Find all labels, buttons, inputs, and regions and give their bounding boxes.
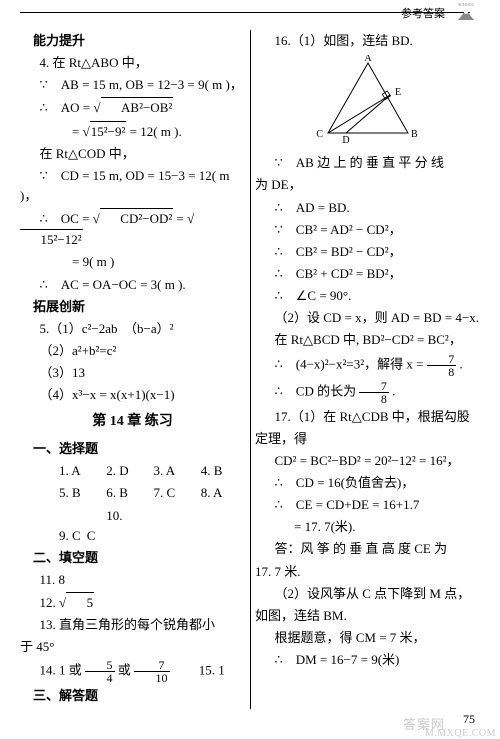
text-line: 如图，连结 BM. bbox=[255, 605, 480, 627]
inline-text: = 12( m ). bbox=[126, 124, 181, 139]
text-line: = 9( m ) bbox=[20, 251, 245, 273]
text-line: 于 45° bbox=[20, 636, 245, 658]
radicand: CD²−OD² bbox=[100, 208, 173, 229]
text-line: （2）a²+b²=c² bbox=[20, 340, 245, 362]
text-line: ∴ (4−x)²−x²=3²，解得 x = 78 . bbox=[255, 352, 480, 379]
text-line: 17. 7 米. bbox=[255, 561, 480, 583]
text-line: ∴ CB² = BD² − CD²， bbox=[255, 241, 480, 263]
text-line: 答：风 筝 的 垂 直 高 度 CE 为 bbox=[255, 538, 480, 560]
text-line: 定理，得 bbox=[255, 428, 480, 450]
text-line: （2）设 CD = x，则 AD = BD = 4−x. bbox=[255, 307, 480, 329]
text-line: ∴ OC = √CD²−OD² = √ 15²−12² bbox=[20, 207, 245, 251]
text-line: 13. 直角三角形的每个锐角都小 bbox=[20, 614, 245, 636]
choice-row: 9. C 10. C bbox=[20, 505, 245, 547]
svg-text:B: B bbox=[411, 129, 418, 140]
text-line: 16.（1）如图，连结 BD. bbox=[255, 30, 480, 52]
section-heading: 一、选择题 bbox=[20, 438, 245, 460]
choice-row: 5. B 6. B 7. C 8. A bbox=[20, 482, 245, 504]
fraction: 78 bbox=[359, 380, 389, 405]
text-line: （3）13 bbox=[20, 362, 245, 384]
choice: 2. D bbox=[87, 461, 131, 481]
inline-text: = √ bbox=[173, 211, 194, 226]
radicand: AB²−OB² bbox=[101, 97, 174, 118]
svg-text:A: A bbox=[364, 55, 372, 64]
text-line: ∴ DM = 16−7 = 9(米) bbox=[255, 649, 480, 671]
watermark: M.MXQE.COM bbox=[425, 728, 496, 739]
text-line: ∵ CB² = AD² − CD²， bbox=[255, 219, 480, 241]
choice: 1. A bbox=[40, 461, 84, 481]
text-line: 12. √5 bbox=[20, 591, 245, 614]
page-number: 75 bbox=[463, 712, 475, 727]
inline-text: 或 bbox=[118, 663, 131, 678]
text-line: ∴ AO = √AB²−OB² bbox=[20, 96, 245, 119]
choice: 7. C bbox=[134, 483, 178, 503]
choice: 10. C bbox=[87, 506, 131, 546]
triangle-diagram: A B C D E bbox=[255, 54, 480, 152]
text-line: 17.（1）在 Rt△CDB 中，根据勾股 bbox=[255, 406, 480, 428]
svg-text:E: E bbox=[395, 87, 401, 98]
inline-text: 12. √ bbox=[40, 595, 67, 610]
choice: 5. B bbox=[40, 483, 84, 503]
text-line: 在 Rt△BCD 中, BD²−CD² = BC²， bbox=[255, 329, 480, 351]
svg-text:D: D bbox=[342, 135, 349, 145]
text-line: 11. 8 bbox=[20, 569, 245, 591]
fraction: 54 bbox=[85, 659, 115, 684]
inline-text: . bbox=[392, 383, 395, 398]
choice-row: 1. A 2. D 3. A 4. B bbox=[20, 460, 245, 482]
header-label: 参考答案 bbox=[401, 5, 445, 21]
svg-text:SCHOOL: SCHOOL bbox=[458, 2, 475, 7]
text-line: （4）x³−x = x(x+1)(x−1) bbox=[20, 384, 245, 406]
svg-text:C: C bbox=[316, 129, 323, 140]
text-line: 5.（1）c²−2ab （b−a）² bbox=[20, 318, 245, 340]
text-line: 为 DE， bbox=[255, 174, 480, 196]
inline-text: = √ bbox=[20, 124, 90, 139]
text-line: ∴ CE = CD+DE = 16+1.7 bbox=[255, 494, 480, 516]
text-line: CD² = BC²−BD² = 20²−12² = 16²， bbox=[255, 450, 480, 472]
text-line: ∴ ∠C = 90°. bbox=[255, 285, 480, 307]
school-badge: SCHOOL bbox=[452, 0, 480, 30]
radicand: 15²−12² bbox=[20, 229, 83, 250]
fraction: 710 bbox=[134, 659, 170, 684]
radicand: 15²−9² bbox=[90, 121, 127, 142]
inline-text: ∴ OC = √ bbox=[40, 211, 100, 226]
inline-text: ∴ CD 的长为 bbox=[275, 383, 357, 398]
text-line: 4. 在 Rt△ABO 中， bbox=[20, 52, 245, 74]
text-line: ∵ AB 边 上 的 垂 直 平 分 线 bbox=[255, 152, 480, 174]
text-line: ∴ CD 的长为 78 . bbox=[255, 379, 480, 406]
choice: 9. C bbox=[40, 526, 84, 546]
text-line: ∵ CD = 15 m, OD = 15−3 = 12( m )， bbox=[20, 165, 245, 207]
section-heading: 能力提升 bbox=[20, 30, 245, 52]
text-line: 根据题意，得 CM = 7 米， bbox=[255, 627, 480, 649]
inline-text: 14. 1 或 bbox=[40, 663, 82, 678]
fraction: 78 bbox=[427, 353, 457, 378]
radicand: 5 bbox=[66, 592, 94, 613]
text-line: ∴ AD = BD. bbox=[255, 197, 480, 219]
two-column-body: 能力提升 4. 在 Rt△ABO 中， ∵ AB = 15 m, OB = 12… bbox=[20, 30, 480, 709]
text-line: ∴ CD = 16(负值舍去)， bbox=[255, 472, 480, 494]
text-line: = 17. 7(米). bbox=[255, 516, 480, 538]
text-line: ∵ AB = 15 m, OB = 12−3 = 9( m )， bbox=[20, 74, 245, 96]
inline-text: 15. 1 bbox=[173, 663, 225, 678]
text-line: ∴ CB² + CD² = BD²， bbox=[255, 263, 480, 285]
choice: 4. B bbox=[181, 461, 225, 481]
choice: 8. A bbox=[181, 483, 225, 503]
text-line: 在 Rt△COD 中， bbox=[20, 143, 245, 165]
section-heading: 二、填空题 bbox=[20, 547, 245, 569]
choice: 6. B bbox=[87, 483, 131, 503]
section-heading: 三、解答题 bbox=[20, 685, 245, 707]
section-heading: 拓展创新 bbox=[20, 296, 245, 318]
chapter-title: 第 14 章 练习 bbox=[20, 410, 245, 434]
choice: 3. A bbox=[134, 461, 178, 481]
inline-text: ∴ (4−x)²−x²=3²，解得 x = bbox=[275, 356, 424, 371]
text-line: （2）设风筝从 C 点下降到 M 点， bbox=[255, 583, 480, 605]
inline-text: . bbox=[459, 356, 462, 371]
text-line: ∴ AC = OA−OC = 3( m ). bbox=[20, 274, 245, 296]
inline-text: ∴ AO = √ bbox=[40, 100, 101, 115]
text-line: 14. 1 或 54 或 710 15. 1 bbox=[20, 658, 245, 685]
text-line: = √15²−9² = 12( m ). bbox=[20, 120, 245, 143]
